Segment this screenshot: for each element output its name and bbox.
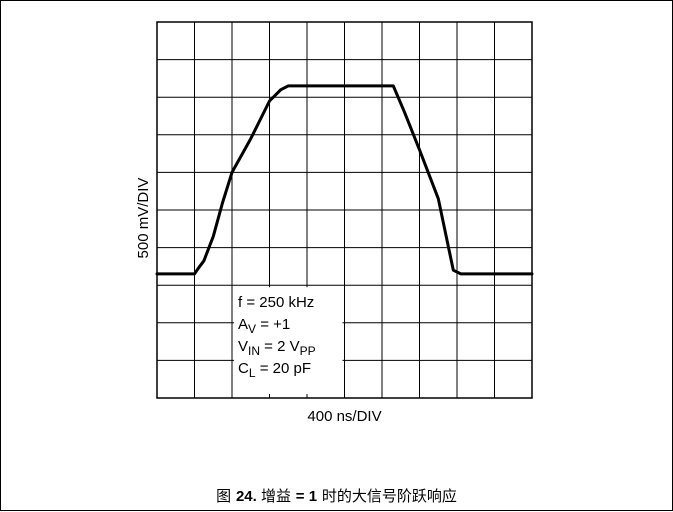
figure-caption: 图 24. 增益 = 1 时的大信号阶跃响应 <box>0 485 673 506</box>
annotation-text: = +1 <box>256 316 290 333</box>
annotation-subscript: L <box>249 366 256 380</box>
annotation-box <box>234 287 343 394</box>
annotation-line: VIN = 2 VPP <box>238 338 316 358</box>
y-axis-label: 500 mV/DIV <box>135 178 152 259</box>
annotation-subscript: V <box>248 322 256 336</box>
annotation-subscript: PP <box>300 344 316 358</box>
annotation-subscript: IN <box>248 344 260 358</box>
top-rule <box>0 0 673 1</box>
x-axis-label: 400 ns/DIV <box>307 408 381 425</box>
annotation-text: A <box>238 316 248 333</box>
annotation-text: f = 250 kHz <box>238 294 314 311</box>
caption-equals: = 1 <box>295 488 318 505</box>
caption-number: 24. <box>235 488 261 505</box>
annotation-text: = 20 pF <box>256 360 311 377</box>
plot-border <box>156 21 533 399</box>
annotation-text: V <box>238 338 248 355</box>
caption-middle: 增益 <box>260 487 296 505</box>
caption-prefix: 图 <box>216 487 236 505</box>
annotation-text: C <box>238 360 249 377</box>
annotation-line: f = 250 kHz <box>238 294 314 311</box>
signal-trace <box>155 84 534 276</box>
annotation-line: CL = 20 pF <box>238 360 311 380</box>
annotation-text: = 2 V <box>260 338 300 355</box>
annotation-line: AV = +1 <box>238 316 290 336</box>
grid <box>157 22 532 398</box>
caption-suffix: 时的大信号阶跃响应 <box>317 487 457 505</box>
